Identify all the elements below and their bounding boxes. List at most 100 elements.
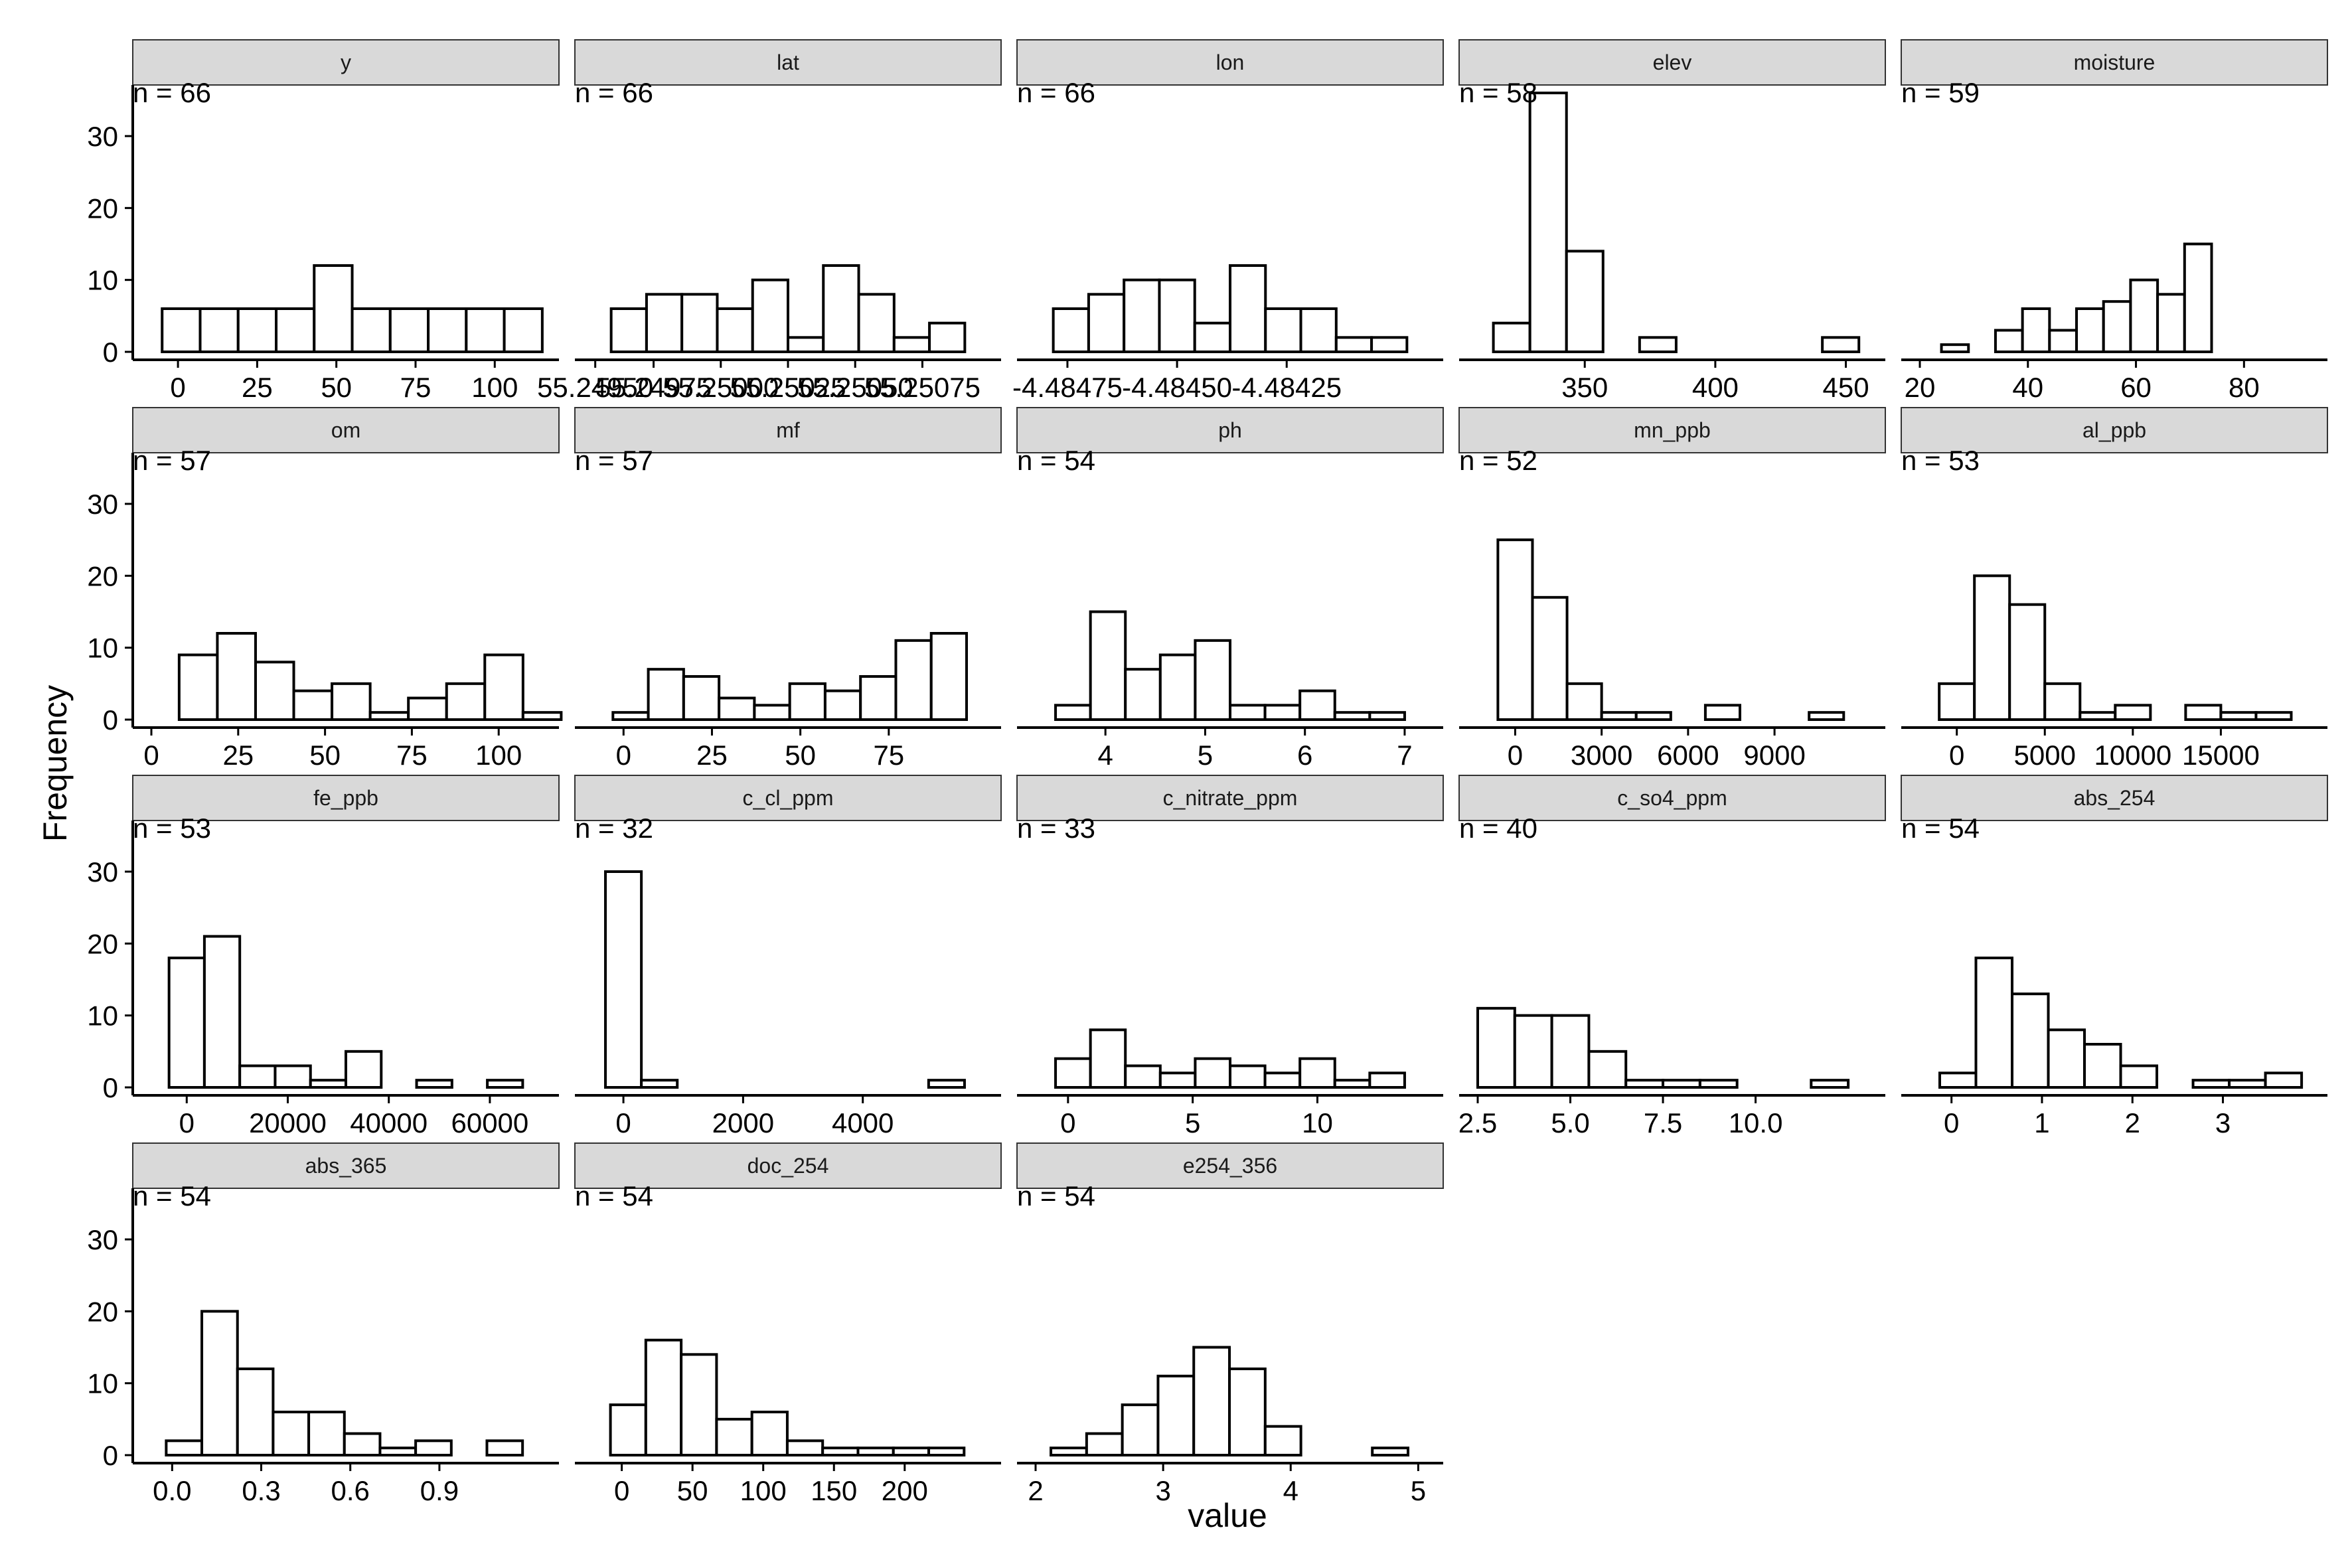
histogram-bar — [1193, 321, 1232, 353]
histogram-bar — [1492, 321, 1531, 353]
histogram-bar — [1089, 610, 1127, 721]
facet-strip — [1458, 39, 1886, 86]
histogram-bar — [1121, 1403, 1160, 1457]
histogram-bar — [680, 1353, 718, 1457]
x-tick-label: 55.25050 — [797, 372, 913, 403]
histogram-bar — [1158, 1071, 1197, 1089]
histogram-bar — [821, 1447, 860, 1457]
n-count-label: n = 40 — [1459, 813, 1537, 844]
histogram-bar — [2008, 603, 2047, 722]
x-tick-label: 0 — [1944, 1107, 1959, 1138]
y-tick-label: 20 — [87, 1296, 118, 1327]
histogram-bar — [1528, 92, 1568, 353]
facet-strip-label: lon — [1216, 50, 1245, 74]
histogram-bar — [1370, 336, 1409, 354]
histogram-bar — [1054, 1057, 1092, 1089]
histogram-bar — [1513, 1014, 1553, 1089]
histogram-bar — [1299, 307, 1338, 353]
histogram-bar — [1333, 711, 1372, 721]
x-tick-label: 75 — [400, 372, 431, 403]
y-tick-label: 20 — [87, 193, 118, 224]
histogram-bar — [1263, 1071, 1302, 1089]
y-tick-label: 0 — [103, 337, 118, 368]
histogram-bar — [167, 957, 206, 1089]
histogram-bar — [1194, 639, 1232, 721]
x-tick-label: 50 — [321, 372, 352, 403]
x-tick-label: 5 — [1198, 740, 1213, 771]
histogram-bar — [1496, 538, 1534, 722]
x-tick-label: 9000 — [1743, 740, 1805, 771]
histogram-bar — [640, 1079, 679, 1089]
histogram-bar — [1334, 336, 1373, 354]
x-tick-label: 10 — [1302, 1107, 1333, 1138]
histogram-bar — [2254, 711, 2293, 721]
histogram-bar — [859, 675, 898, 721]
facet-strip — [1458, 775, 1886, 821]
histogram-bar — [161, 307, 202, 353]
histogram-bar — [1565, 682, 1603, 722]
n-count-label: n = 33 — [1017, 813, 1095, 844]
x-tick-label: 0.6 — [331, 1475, 370, 1506]
histogram-bar — [788, 682, 826, 722]
n-count-label: n = 66 — [1017, 77, 1095, 108]
histogram-bar — [2119, 1064, 2159, 1089]
histogram-bar — [753, 704, 791, 722]
n-count-label: n = 57 — [133, 445, 211, 476]
x-tick-label: 4 — [1097, 740, 1113, 771]
histogram-bar — [236, 307, 278, 353]
histogram-bar — [216, 632, 257, 721]
histogram-bar — [1124, 1064, 1162, 1089]
facet-strip — [132, 1142, 560, 1189]
n-count-label: n = 53 — [1901, 445, 1980, 476]
histogram-bar — [275, 307, 316, 353]
n-count-label: n = 58 — [1459, 77, 1537, 108]
histogram-bar — [927, 1079, 966, 1089]
histogram-bar — [1698, 1079, 1739, 1089]
histogram-bar — [2075, 307, 2105, 353]
n-count-label: n = 54 — [1017, 445, 1095, 476]
histogram-bar — [1089, 1028, 1127, 1089]
histogram-bar — [751, 278, 790, 353]
x-tick-label: 55.25025 — [730, 372, 846, 403]
x-tick-label: 55.25075 — [864, 372, 980, 403]
y-tick-label: 30 — [87, 1224, 118, 1255]
histogram-bar — [1054, 704, 1092, 722]
histogram-bar — [485, 1439, 524, 1456]
histogram-bar — [1973, 574, 2011, 721]
histogram-bar — [307, 1411, 346, 1456]
histogram-bar — [254, 661, 295, 721]
histogram-bar — [1298, 689, 1336, 721]
x-tick-label: 20 — [1905, 372, 1936, 403]
histogram-bar — [892, 1447, 931, 1457]
histogram-bar — [445, 682, 487, 722]
histogram-bar — [2219, 711, 2258, 721]
histogram-bar — [1085, 1432, 1124, 1456]
histogram-bar — [785, 1439, 824, 1456]
x-tick-label: 100 — [471, 372, 518, 403]
x-tick-label: 40 — [2012, 372, 2043, 403]
x-tick-label: 5 — [1411, 1475, 1426, 1506]
facet-strip-label: abs_254 — [2074, 786, 2156, 810]
histogram-bar — [1156, 1374, 1196, 1456]
histogram-bar — [1229, 1064, 1267, 1089]
facet-strip — [1901, 775, 2328, 821]
y-tick-label: 30 — [87, 856, 118, 888]
x-tick-label: 50 — [309, 740, 341, 771]
facet-strip — [132, 775, 560, 821]
histogram-bar — [1124, 668, 1162, 722]
facet-panel: y n = 66 0 25 50 75 100 0 10 20 30 — [87, 39, 560, 403]
histogram-bar — [1298, 1057, 1336, 1089]
facet-panel: ph n = 54 4 5 6 7 — [1016, 407, 1444, 771]
facet-strip-label: mn_ppb — [1634, 418, 1711, 442]
facet-strip-label: abs_365 — [305, 1154, 387, 1178]
histogram-bar — [1229, 264, 1267, 353]
histogram-bar — [892, 336, 931, 354]
histogram-bar — [1158, 278, 1196, 353]
histogram-bar — [929, 632, 969, 721]
histogram-bar — [1368, 1071, 1406, 1089]
histogram-bar — [787, 336, 825, 354]
n-count-label: n = 32 — [575, 813, 653, 844]
